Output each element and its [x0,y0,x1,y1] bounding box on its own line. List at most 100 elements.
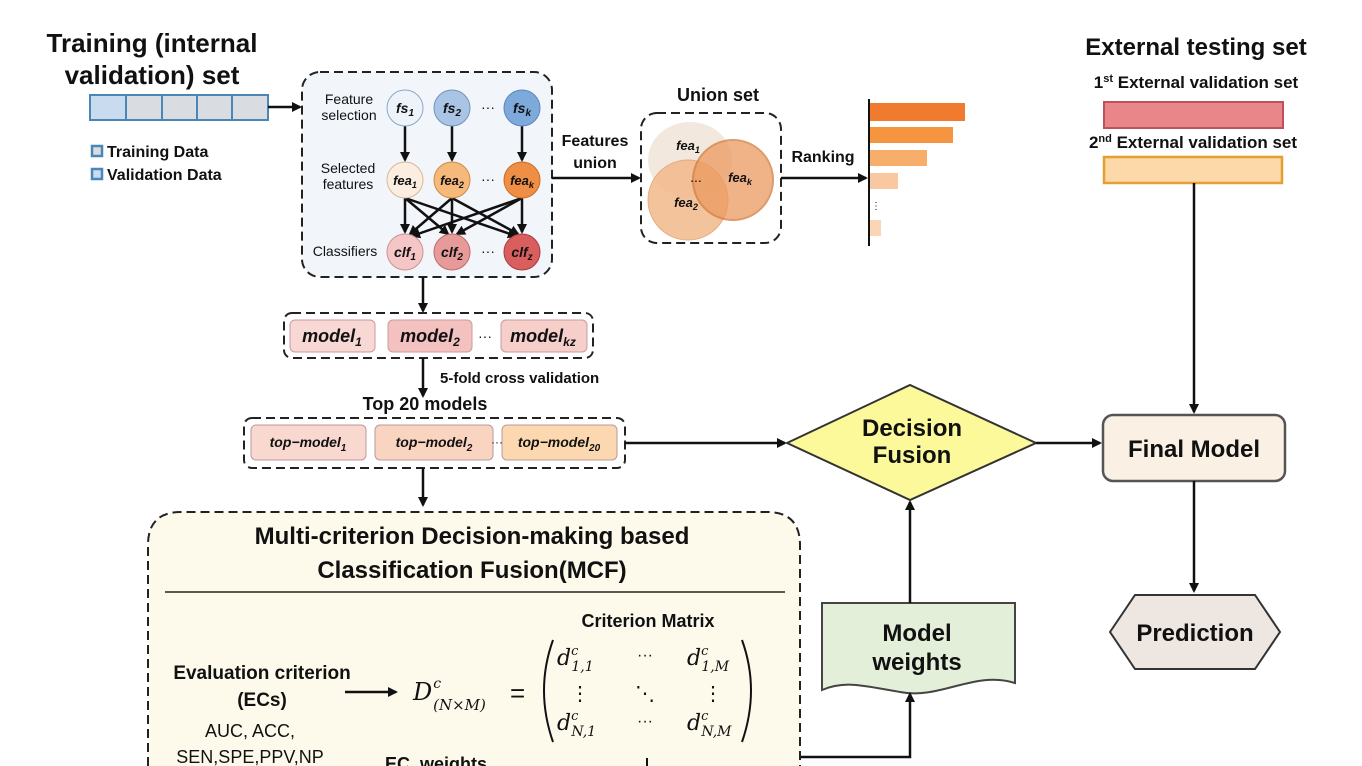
external-set-2-bar [1102,155,1284,185]
ellipsis: ··· [481,243,495,259]
external-testing-set: External testing set 1st External valida… [1085,34,1307,185]
label-selected: Selected [321,160,375,176]
svg-text:weights: weights [871,649,961,676]
ranking-bars: ⋮ [868,99,965,246]
criterion-formula: Dc (N×M) [412,676,486,714]
data-folds [89,94,269,121]
ec-abbr: (ECs) [237,690,287,711]
union-fea-1: fea1 [676,138,700,155]
legend-training: Training Data [107,144,208,161]
label-feature: Feature [325,91,373,107]
external-set-2-label: 2nd External validation set [1089,133,1297,152]
union-set-title: Union set [677,85,759,105]
cross-validation-label: 5-fold cross validation [440,370,599,387]
validation-data-swatch [90,167,104,181]
label-selection: selection [321,107,376,123]
svg-text:fs2: fs2 [443,100,461,119]
union-set: Union set fea1 fea2 feak ... [640,85,782,244]
svg-text:Fusion: Fusion [873,442,952,469]
svg-text:Model: Model [882,620,951,647]
d-N-1: dc N,1 [557,709,596,740]
external-title: External testing set [1085,34,1306,61]
ellipsis: ··· [491,435,503,449]
fs-node-2: fs2 [433,89,471,127]
decision-fusion: Decision Fusion [784,383,1039,502]
svg-text:feak: feak [510,173,535,190]
ec-list-1: AUC, ACC, [205,721,295,741]
ec-list-2: SEN,SPE,PPV,NP [176,747,323,766]
ellipsis: ··· [481,99,495,115]
svg-text:clf1: clf1 [394,244,416,263]
fea-node-k: feak [503,161,541,199]
clf-node-z: clfz [503,233,541,271]
model-1: model1 [302,326,362,349]
top-models-title: Top 20 models [363,394,488,414]
ec-title: Evaluation criterion [173,663,350,684]
rank-bar-n [870,220,881,236]
svg-text:⋮: ⋮ [703,683,723,705]
mcf-title-1: Multi-criterion Decision-making based [255,523,690,550]
external-set-1-label: 1st External validation set [1094,73,1299,92]
prediction: Prediction [1108,594,1282,670]
top-model-20: top−model20 [518,434,601,454]
training-title-1: Training (internal [47,28,258,58]
features-union-label-1: Features [562,133,629,150]
svg-text:=: = [510,678,525,708]
svg-text:fs1: fs1 [396,100,414,119]
fs-node-k: fsk [503,89,541,127]
svg-text:clf2: clf2 [441,244,463,263]
training-set: Training (internal validation) set Train… [47,28,269,184]
svg-text:···: ··· [637,647,653,664]
svg-text:⋮: ⋮ [570,683,590,705]
fs-node-1: fs1 [386,89,424,127]
clf-node-1: clf1 [386,233,424,271]
ranking-label: Ranking [791,149,854,166]
union-fea-k: feak [728,170,753,187]
mcf-box: Multi-criterion Decision-making based Cl… [147,511,801,766]
ec-weights-label: EC_weights [385,754,487,766]
features-union-label-2: union [573,155,617,172]
svg-text:Prediction: Prediction [1136,620,1253,647]
feature-classifier-pipeline: Feature selection Selected features Clas… [301,71,553,278]
ellipsis: ··· [481,171,495,187]
label-classifiers: Classifiers [313,243,378,259]
d-1-M: dc 1,M [687,644,730,675]
model-2: model2 [400,326,460,349]
rank-bar-4 [870,173,898,189]
arrow [800,692,915,759]
criterion-matrix [543,639,752,743]
fea-node-2: fea2 [433,161,471,199]
svg-text:⋱: ⋱ [635,683,655,705]
ellipsis: ⋮ [871,201,881,212]
svg-text:···: ··· [637,713,653,730]
svg-text:fsk: fsk [513,100,531,119]
training-title-2: validation) set [65,60,240,90]
rank-bar-3 [870,150,927,166]
legend-validation: Validation Data [107,167,222,184]
model-weights: Model weights [821,602,1016,695]
external-set-1-bar [1103,101,1284,129]
model-kz: modelkz [510,326,576,349]
training-data-swatch [90,144,104,158]
svg-text:clfz: clfz [511,244,532,263]
d-N-M: dc N,M [687,709,732,740]
criterion-matrix-title: Criterion Matrix [581,611,714,631]
fea-node-1: fea1 [386,161,424,199]
d-1-1: dc 1,1 [557,644,594,675]
top-models-box: top−model1 top−model2 ··· top−model20 [243,417,626,469]
top-model-2: top−model2 [396,434,473,454]
rank-bar-1 [870,103,965,121]
svg-text:Decision: Decision [862,415,962,442]
svg-text:fea2: fea2 [440,173,464,190]
rank-bar-2 [870,127,953,143]
svg-text:fea1: fea1 [393,173,417,190]
ellipsis: ... [690,169,702,185]
union-fea-2: fea2 [674,195,698,212]
models-box: model1 model2 ··· modelkz [283,312,594,359]
ellipsis: ··· [478,328,492,344]
final-model: Final Model [1101,413,1287,483]
top-model-1: top−model1 [270,434,347,454]
label-features: features [323,176,374,192]
mcf-title-2: Classification Fusion(MCF) [317,557,626,584]
